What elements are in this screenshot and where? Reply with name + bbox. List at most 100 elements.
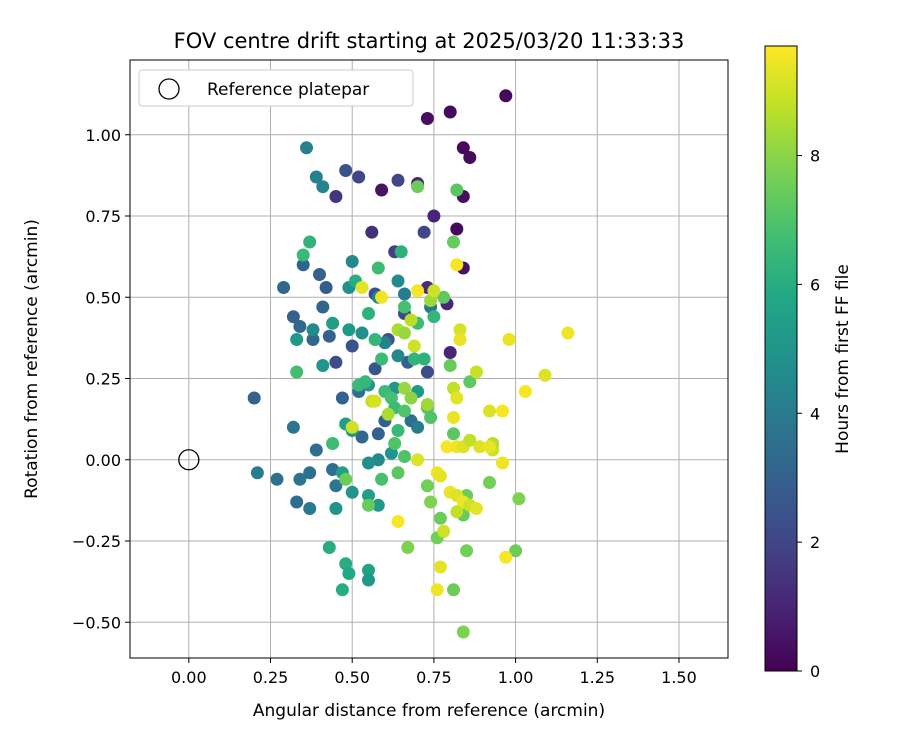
data-point [473,440,487,454]
data-point [286,420,300,434]
data-point [417,352,431,366]
data-point [437,524,451,538]
data-point [420,479,434,493]
data-point [512,492,526,506]
data-point [345,420,359,434]
data-point [447,411,460,424]
colorbar-tick-label: 6 [810,275,820,294]
data-point [316,359,330,372]
data-point [502,333,516,346]
data-point [362,307,375,320]
data-point [427,310,441,324]
data-point [322,541,336,554]
data-point [306,323,320,337]
data-point [430,583,444,597]
colorbar-ticks: 0 2 4 6 8 [797,147,820,681]
data-point [368,362,382,376]
data-point [447,427,460,441]
data-point [433,511,447,525]
data-point [277,281,291,294]
colorbar-gradient [764,45,798,672]
data-point [398,300,411,314]
data-point [407,339,421,353]
x-tick-label: 0.25 [253,668,289,687]
data-point [371,498,385,512]
data-point [371,453,385,467]
data-point [420,398,434,411]
data-point [437,290,451,304]
data-point [443,105,457,119]
data-point [391,515,405,528]
data-point [463,433,477,447]
data-point [463,151,477,164]
data-point [329,502,343,515]
data-point [398,404,411,418]
data-point [411,284,425,298]
data-point [450,258,464,272]
data-point [270,472,284,486]
data-point [483,404,496,418]
x-tick-label: 1.25 [579,668,615,687]
data-point [411,420,425,434]
data-point [339,164,353,177]
data-point [433,469,447,483]
y-tick-label: −0.25 [72,532,121,551]
data-point [375,183,389,197]
data-point [296,258,310,272]
data-point [345,485,359,499]
data-point [447,583,460,597]
data-point [447,235,460,249]
data-point [420,365,434,379]
data-point [456,625,470,639]
data-point [362,489,375,502]
data-point [326,437,340,450]
chart-title: FOV centre drift starting at 2025/03/20 … [174,29,685,53]
colorbar-tick-label: 8 [810,147,820,166]
data-point [358,375,372,389]
data-point [293,472,307,486]
data-point [381,407,395,421]
data-point [391,173,405,187]
data-point [250,466,264,480]
y-tick-label: 0.00 [85,451,121,470]
data-point [391,349,405,363]
data-point [352,170,366,184]
data-point [453,333,467,346]
reference-marker-layer [178,449,200,471]
data-point [342,323,356,337]
data-point [342,567,356,580]
data-point [362,456,375,470]
data-point [391,274,405,288]
data-point [375,290,389,304]
data-point [407,352,421,366]
data-point [398,450,411,463]
data-point [424,411,438,424]
x-axis-label: Angular distance from reference (arcmin) [253,701,605,721]
data-point [290,495,304,509]
data-point [427,284,441,298]
data-point [362,563,375,577]
data-point [463,375,477,389]
data-point [417,225,431,239]
data-point [296,248,310,262]
data-point [450,222,464,236]
data-points [247,89,575,639]
colorbar-label: Hours from first FF file [833,264,853,454]
data-point [316,180,330,194]
data-point [375,352,389,366]
y-tick-label: 0.25 [85,370,121,389]
colorbar-tick-label: 0 [810,662,820,681]
data-point [293,320,307,333]
data-point [345,339,359,353]
data-point [398,326,411,340]
data-point [561,326,575,340]
colorbar-tick-label: 2 [810,533,820,552]
data-point [335,583,349,597]
y-axis-label: Rotation from reference (arcmin) [22,219,42,499]
data-point [411,180,425,194]
data-point [329,479,343,493]
data-point [309,443,323,457]
legend: Reference platepar [138,69,414,107]
data-point [391,424,405,437]
